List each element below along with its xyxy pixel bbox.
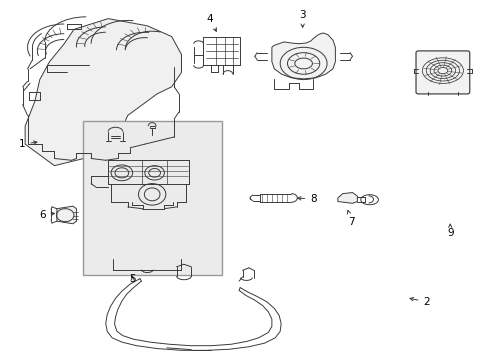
Text: 7: 7: [347, 211, 355, 227]
Text: 6: 6: [39, 210, 54, 220]
Polygon shape: [57, 206, 76, 224]
Text: 1: 1: [19, 139, 37, 149]
Text: 3: 3: [299, 10, 306, 27]
Text: 8: 8: [298, 194, 317, 204]
Text: 4: 4: [206, 14, 217, 31]
FancyBboxPatch shape: [416, 51, 470, 94]
Text: 5: 5: [129, 274, 136, 284]
Text: 9: 9: [447, 224, 454, 238]
Text: 2: 2: [410, 297, 430, 307]
Polygon shape: [25, 19, 181, 166]
Bar: [83, 121, 222, 275]
Polygon shape: [338, 193, 357, 203]
Polygon shape: [272, 33, 335, 79]
